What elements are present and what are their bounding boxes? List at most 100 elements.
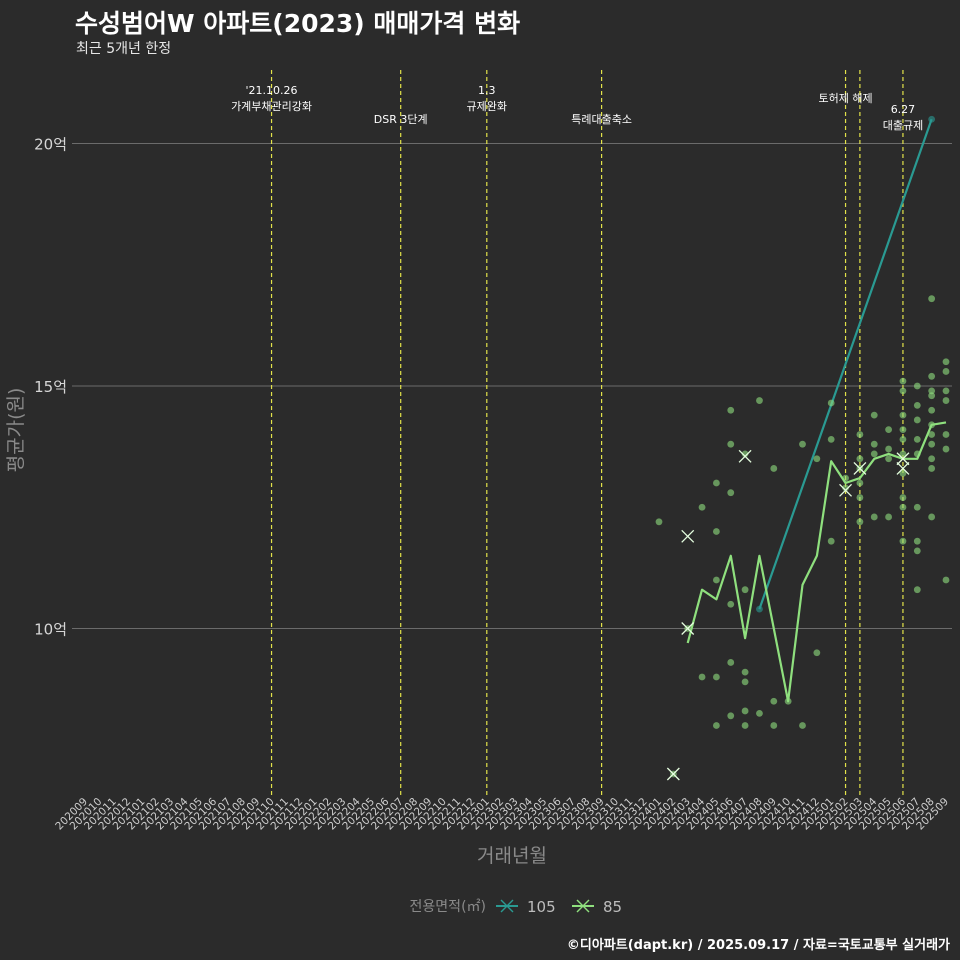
legend-item-85: 85 [572,898,622,916]
event-label: 토허제 해제 [818,91,872,105]
data-point [741,586,749,594]
data-point [713,673,720,681]
data-point [870,450,878,458]
data-point [942,445,950,453]
y-axis-title: 평균가(원) [5,388,27,473]
data-point [942,397,950,404]
data-point [885,445,892,453]
chart-subtitle: 최근 5개년 한정 [76,41,172,57]
event-label: 규제완화 [467,100,507,113]
data-point [813,455,821,463]
data-point [727,712,735,720]
data-point [899,494,907,501]
data-point [885,455,892,463]
data-point [913,416,921,424]
cross-marker [666,767,680,781]
data-point [842,484,849,492]
cross-stroke [681,529,695,543]
data-point [928,465,936,472]
data-point [770,722,778,729]
cross-marker [681,622,695,635]
data-point [928,387,936,395]
data-point [799,722,806,729]
cross-marker [896,461,910,475]
data-point [899,411,907,419]
data-point [885,426,892,434]
data-point [827,435,835,443]
legend-label: 105 [527,898,556,916]
data-point [942,576,950,584]
data-point [842,474,849,482]
data-point [856,518,864,526]
data-point [741,678,749,686]
event-label: 6.27 [891,103,916,116]
data-point [928,115,936,123]
data-point [727,600,735,608]
data-point [885,513,892,521]
data-point [899,377,907,385]
cross-marker [738,449,752,463]
cross-stroke [681,622,695,635]
data-point [727,489,735,497]
data-point [756,709,763,717]
data-point [713,479,720,487]
data-point [856,494,864,501]
event-label: DSR 3단계 [374,113,428,126]
event-label: 1.3 [478,84,496,97]
data-point [913,537,921,545]
cross-stroke [666,767,680,781]
data-point [756,605,763,613]
data-point [813,649,821,657]
event-label: '21.10.26 [246,84,298,97]
data-point [727,406,735,414]
data-point [913,402,921,409]
data-point [899,387,907,395]
legend-key-cross [500,899,514,913]
data-point [698,673,706,681]
data-point [928,406,936,414]
data-point [713,576,720,584]
data-point [870,411,878,419]
data-point [770,697,778,705]
cross-stroke [839,483,853,497]
cross-stroke [853,461,867,475]
data-point [727,440,735,448]
chart-title: 수성범어W 아파트(2023) 매매가격 변화 [75,9,521,38]
data-point [899,426,907,434]
data-point [928,295,936,303]
data-point [741,722,749,729]
data-point [928,421,936,429]
cross-stroke [896,452,910,466]
data-point [942,368,950,375]
data-point [928,455,936,463]
data-point [856,431,864,438]
data-point [899,503,907,511]
data-point [899,435,907,443]
data-point [727,659,735,666]
y-tick-label: 20억 [34,136,67,154]
data-point [713,722,720,729]
data-point [741,668,749,676]
data-point [827,399,835,407]
data-point [913,382,921,390]
data-point [856,479,864,487]
cross-marker [681,529,695,543]
y-tick-label: 15억 [34,378,67,396]
source-caption: ©디아파트(dapt.kr) / 2025.09.17 / 자료=국토교통부 실… [566,938,950,953]
event-label: 가계부채관리강화 [231,100,312,113]
data-point [928,440,936,448]
y-tick-label: 10억 [34,621,67,639]
data-point [870,440,878,448]
data-point [741,707,749,715]
data-point [913,547,921,555]
data-point [928,431,936,438]
event-label: 대출규제 [883,119,923,132]
data-point [756,397,763,404]
data-point [942,358,950,366]
data-point [913,586,921,594]
data-point [899,537,907,545]
data-point [942,431,950,438]
data-point [928,513,936,521]
